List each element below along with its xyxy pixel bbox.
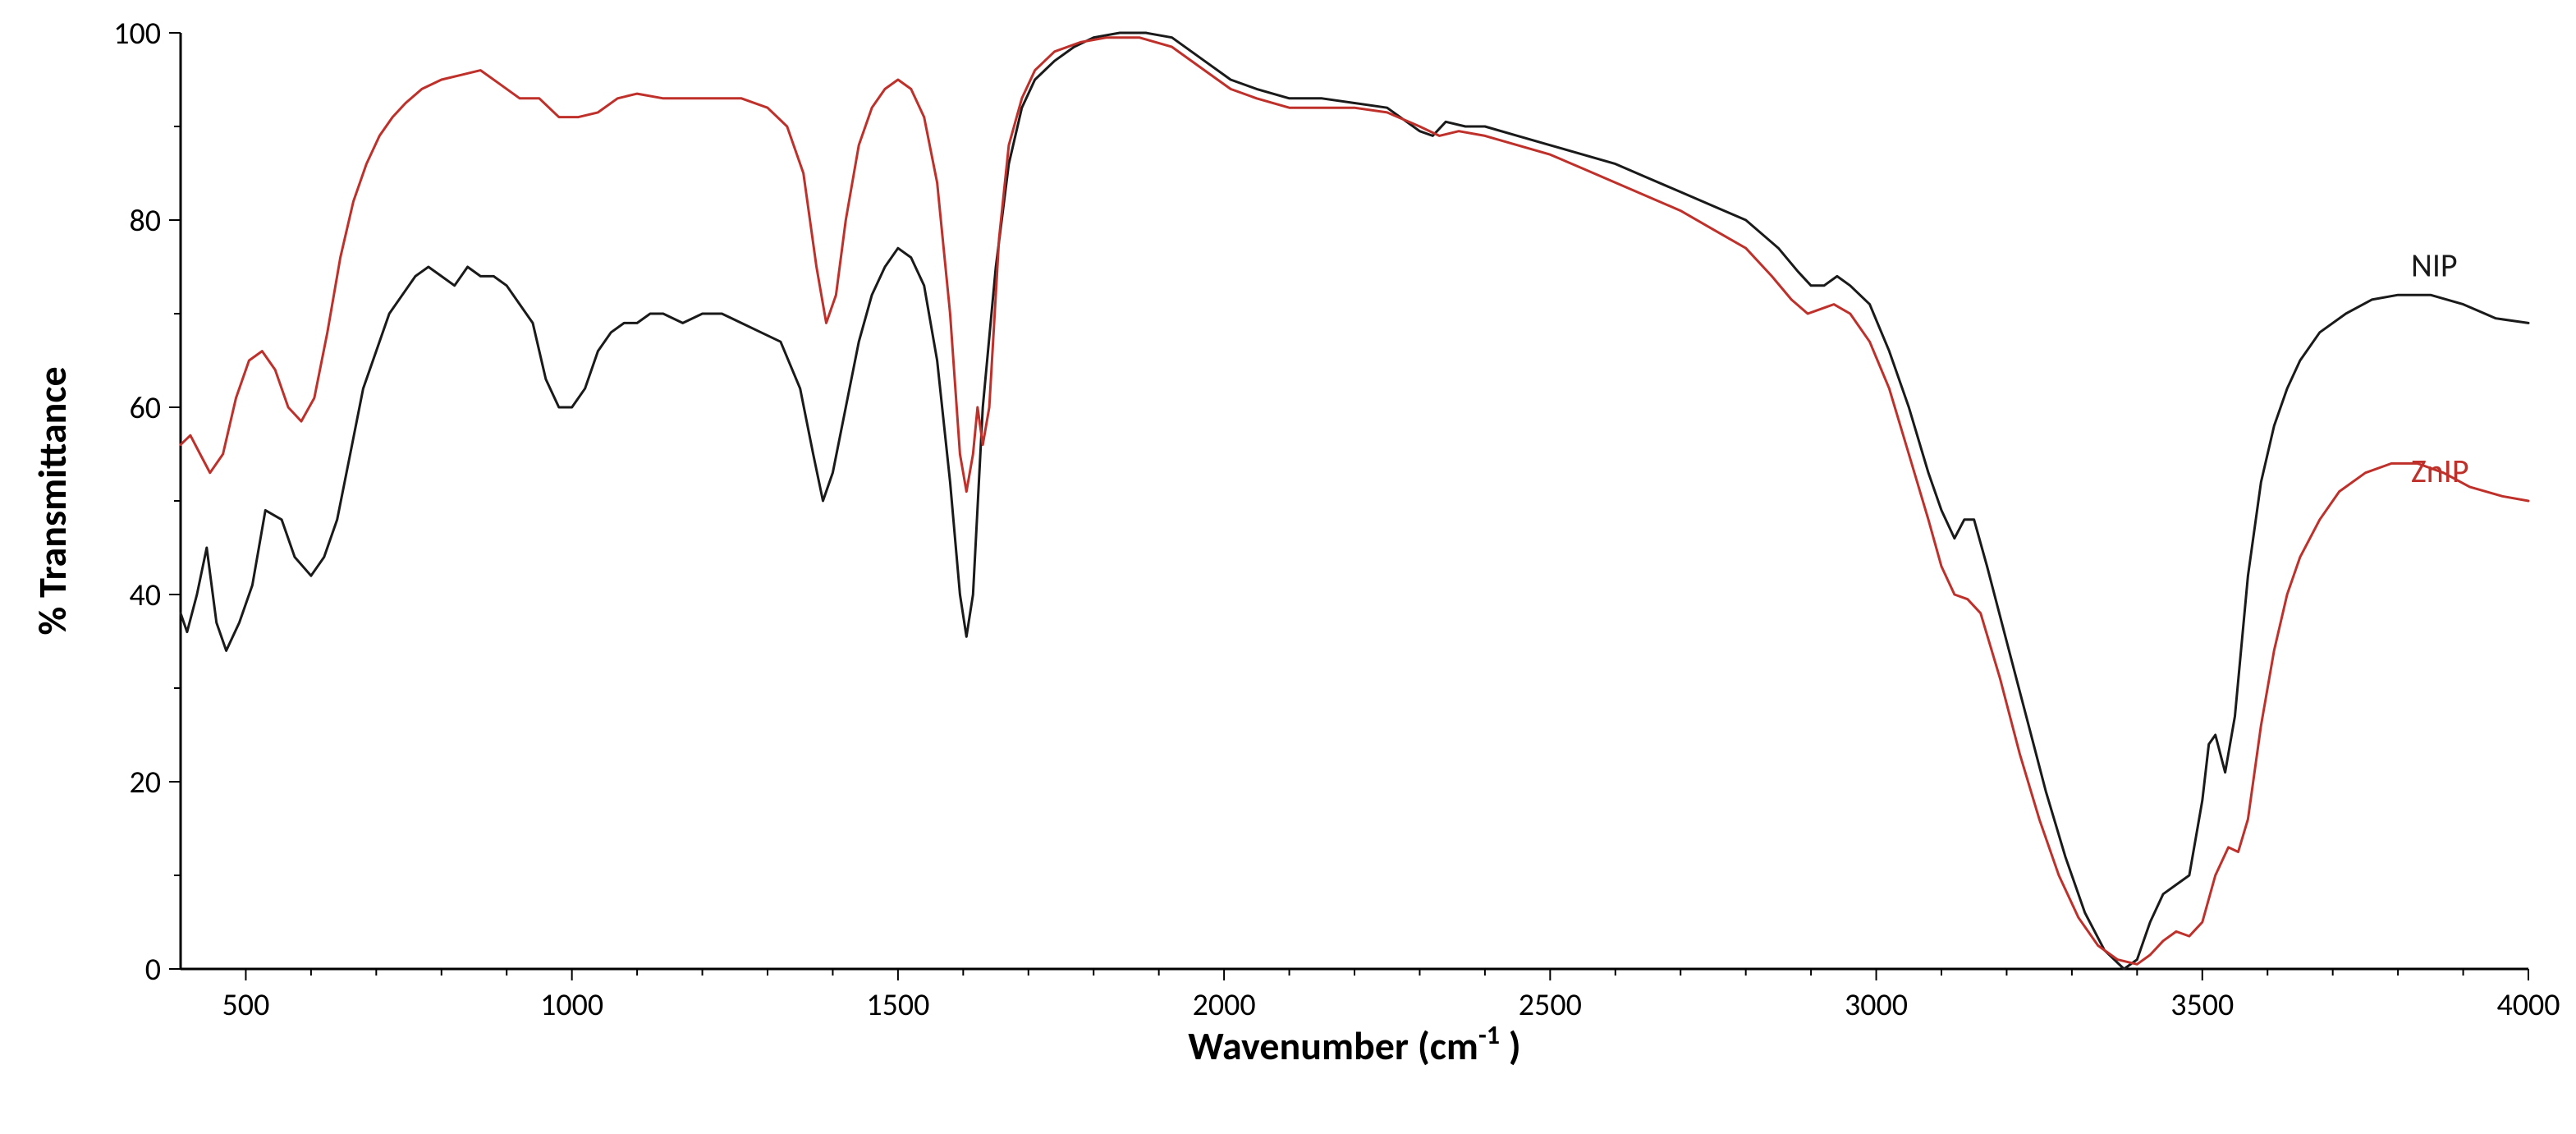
series-label-znip: ZnIP bbox=[2411, 451, 2469, 491]
y-tick-label: 0 bbox=[145, 951, 161, 989]
y-axis-title: % Transmittance bbox=[28, 366, 76, 635]
ir-spectrum-chart: 500 1000 1500 2000 2500 3000 3500 4000 0 20 40 60 80… bbox=[0, 0, 2576, 1130]
x-axis-title: Wavenumber (cm-1 ) bbox=[1188, 1019, 1521, 1071]
chart-svg: 500 1000 1500 2000 2500 3000 3500 4000 0 20 40 60 80… bbox=[0, 0, 2576, 1130]
series-znip bbox=[181, 38, 2528, 965]
y-tick-label: 100 bbox=[113, 15, 161, 53]
x-tick-label: 500 bbox=[222, 986, 270, 1024]
x-tick-label: 3500 bbox=[2170, 986, 2234, 1024]
y-tick-label: 40 bbox=[129, 576, 161, 614]
y-tick-label: 60 bbox=[129, 389, 161, 427]
y-tick-label: 20 bbox=[129, 764, 161, 801]
x-tick-label: 1000 bbox=[540, 986, 603, 1024]
x-tick-label: 1500 bbox=[866, 986, 929, 1024]
x-tick-label: 3000 bbox=[1845, 986, 1908, 1024]
x-tick-label: 2000 bbox=[1193, 986, 1256, 1024]
x-tick-label: 4000 bbox=[2496, 986, 2560, 1024]
series-label-nip: NIP bbox=[2411, 245, 2458, 285]
y-tick-label: 80 bbox=[129, 202, 161, 240]
x-tick-label: 2500 bbox=[1519, 986, 1582, 1024]
series-nip bbox=[181, 33, 2528, 969]
